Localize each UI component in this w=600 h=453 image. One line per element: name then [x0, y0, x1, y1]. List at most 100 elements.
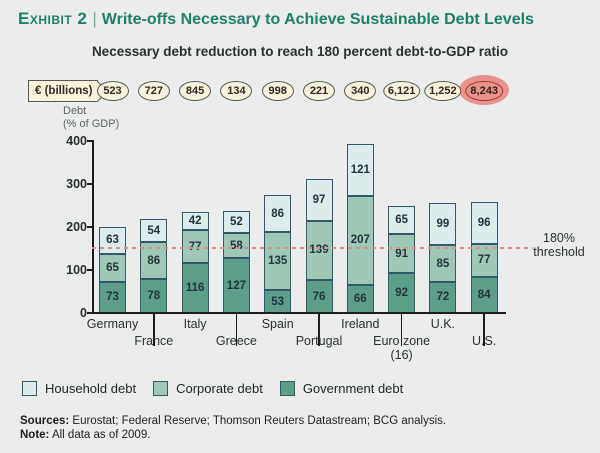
bar-segment-label: 96: [477, 217, 491, 230]
bar-segment: 92: [388, 273, 416, 313]
euro-value-oval: 998: [261, 81, 294, 101]
bar-segment: 86: [264, 195, 292, 233]
bar-segment-label: 121: [350, 163, 370, 176]
x-axis-label: U.K.: [430, 317, 456, 331]
bar-segment-label: 77: [189, 241, 202, 253]
bar-segment-label: 65: [395, 214, 408, 227]
x-axis-leader-tick: [235, 313, 238, 346]
y-axis-tick-mark: [87, 312, 92, 314]
bar-column: 52 58 127: [222, 211, 250, 313]
threshold-label: 180% threshold: [524, 231, 594, 259]
bar-segment-label: 85: [436, 257, 450, 270]
y-axis-tick-label: 100: [66, 263, 87, 277]
euro-value-oval: 221: [303, 81, 335, 101]
title-separator: |: [92, 9, 97, 28]
y-axis-tick-label: 200: [66, 220, 87, 234]
legend-item: Corporate debt: [153, 381, 263, 396]
bar-segment: 127: [222, 258, 250, 313]
euro-billions-tag: € (billions): [28, 80, 98, 102]
euro-value-oval: 6,121: [382, 81, 421, 101]
bar-segment-label: 42: [188, 214, 202, 227]
bar-column: 54 86 78: [140, 219, 168, 313]
y-axis-tick-label: 400: [66, 134, 87, 148]
bar-segment-label: 72: [436, 291, 450, 304]
bar-segment: 58: [222, 233, 250, 259]
bar-segment-label: 127: [226, 279, 246, 292]
legend-label: Corporate debt: [176, 381, 263, 396]
bar-segment: 65: [388, 206, 416, 235]
bar-segment: 77: [470, 243, 498, 277]
bar-segment: 66: [346, 284, 374, 313]
bar-segment: 139: [305, 220, 333, 281]
bar-segment-label: 86: [271, 207, 285, 220]
y-axis-tick-mark: [87, 226, 92, 228]
legend-swatch: [279, 381, 295, 396]
legend-label: Household debt: [45, 381, 137, 396]
legend-swatch: [153, 381, 169, 396]
x-axis-leader-tick: [318, 313, 320, 346]
euro-value-oval: 8,243: [465, 81, 503, 101]
euro-value-oval: 340: [344, 81, 377, 101]
bar-segment-label: 73: [106, 291, 119, 304]
euro-value-oval: 134: [220, 81, 253, 101]
bar-segment: 73: [99, 281, 126, 313]
y-axis-tick-label: 300: [66, 177, 87, 191]
bar-segment-label: 76: [312, 290, 326, 303]
bar-column: 99 85 72: [429, 202, 457, 313]
bar-segment-label: 207: [350, 234, 370, 247]
x-axis-leader-tick: [483, 313, 485, 346]
y-axis-tick-mark: [87, 269, 92, 271]
bar-segment: 53: [264, 290, 292, 313]
bar-segment-label: 53: [271, 295, 285, 308]
y-axis-line: [92, 140, 94, 313]
bar-segment-label: 54: [147, 224, 161, 237]
bar-segment: 84: [470, 276, 498, 313]
bar-segment: 77: [181, 229, 209, 264]
x-axis-leader-tick: [153, 313, 155, 346]
bar-column: 63 65 73: [99, 226, 126, 313]
threshold-label-line2: threshold: [533, 245, 585, 259]
page-title: Write-offs Necessary to Achieve Sustaina…: [101, 11, 534, 28]
bar-segment-label: 52: [229, 216, 243, 229]
bar-segment: 65: [99, 253, 126, 282]
bar-segment: 78: [140, 279, 168, 313]
bar-segment-label: 78: [147, 290, 161, 303]
bar-segment-label: 97: [312, 193, 326, 206]
euro-value-oval: 1,252: [424, 81, 462, 101]
bar-segment-label: 65: [106, 261, 119, 274]
y-axis-title-line1: Debt: [63, 105, 87, 117]
bar-segment: 91: [388, 234, 416, 274]
x-axis-label: Italy: [183, 317, 207, 331]
bar-column: 97 139 76: [305, 178, 333, 313]
bar-segment: 52: [222, 211, 250, 234]
bar-column: 86 135 53: [264, 195, 292, 313]
threshold-line: [92, 247, 533, 249]
y-axis-title: Debt (% of GDP): [63, 105, 119, 130]
bar-segment-label: 99: [436, 218, 450, 231]
bar-segment-label: 86: [147, 254, 161, 267]
bar-segment: 96: [470, 202, 498, 244]
bar-segment: 85: [429, 245, 457, 283]
euro-billions-tag-label: € (billions): [35, 85, 93, 97]
bar-segment: 116: [181, 263, 209, 313]
bar-segment-label: 91: [395, 247, 408, 260]
legend-item: Household debt: [22, 381, 136, 396]
legend-label: Government debt: [302, 381, 404, 396]
x-axis-label: Germany: [86, 317, 139, 331]
y-axis-tick-mark: [87, 140, 92, 142]
bar-segment-label: 63: [106, 234, 119, 247]
bar-segment: 63: [99, 226, 126, 254]
bar-segment-label: 116: [185, 282, 205, 295]
euro-value-oval: 727: [137, 81, 170, 101]
bar-segment: 207: [346, 195, 374, 285]
x-axis-leader-tick: [400, 313, 403, 346]
note-line: Note: All data as of 2009.: [20, 428, 446, 442]
bar-segment: 54: [140, 219, 168, 243]
x-axis-line: [92, 311, 506, 314]
bar-column: 42 77 116: [181, 211, 209, 313]
exhibit-number-label: Exhibit 2: [18, 9, 88, 28]
bar-column: 121 207 66: [346, 143, 374, 313]
note-label: Note:: [20, 429, 50, 441]
bar-segment-label: 58: [229, 239, 243, 252]
